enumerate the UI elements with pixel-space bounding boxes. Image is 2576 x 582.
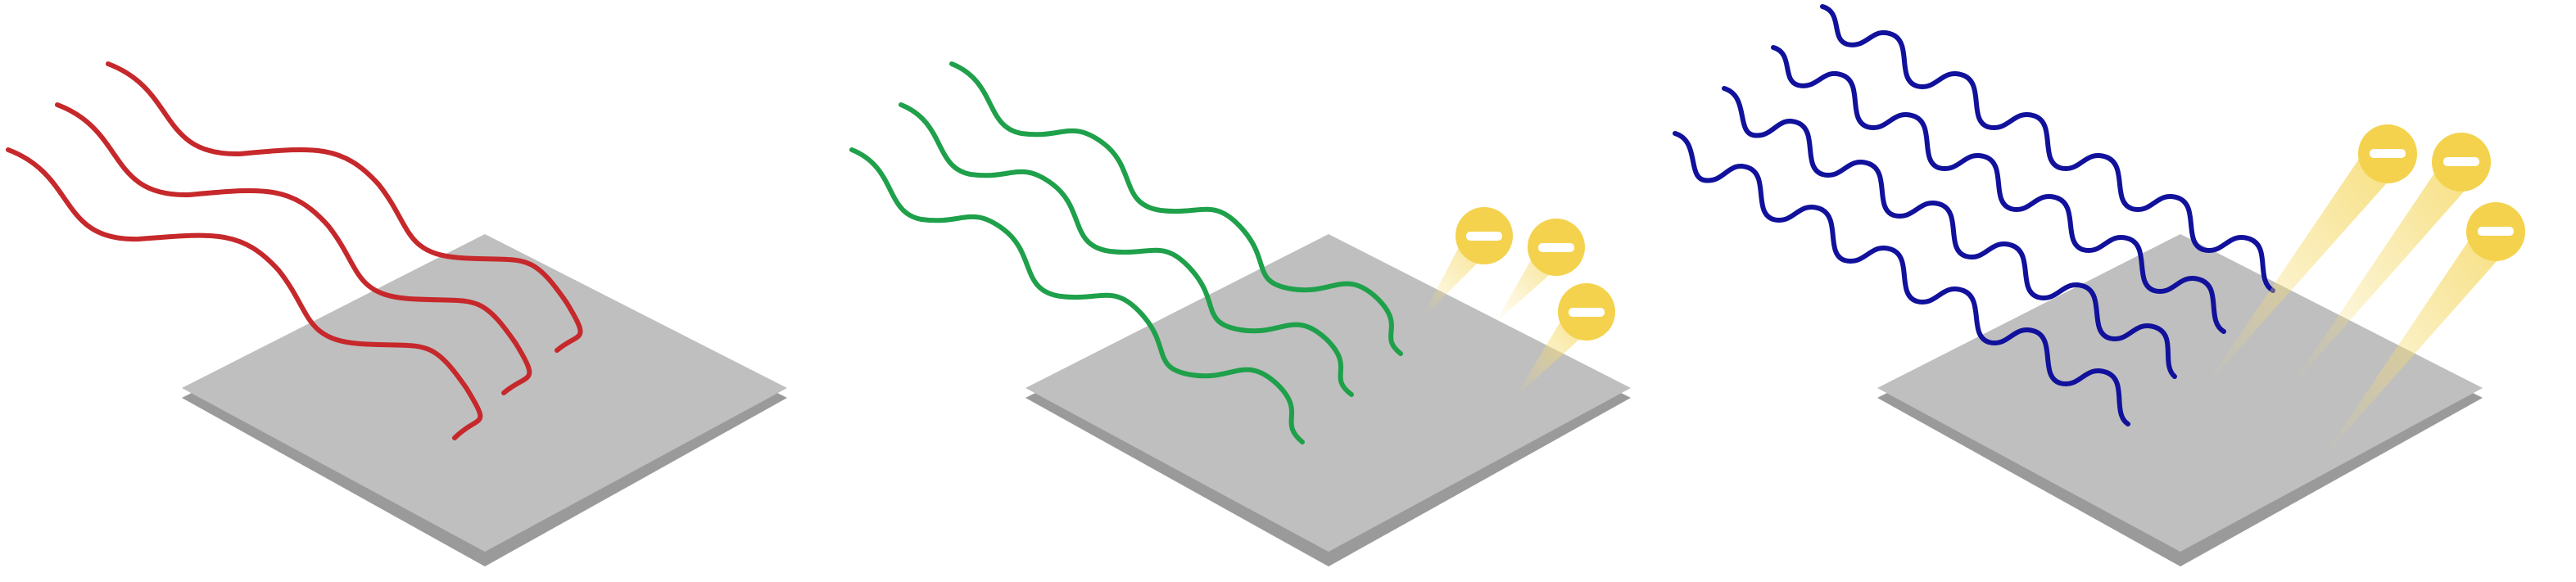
red-wave [106, 61, 583, 353]
electron-trail [2322, 221, 2510, 458]
green-wave [949, 61, 1403, 356]
minus-sign [1538, 243, 1574, 252]
metal-plate [1025, 234, 1631, 566]
electron [2322, 202, 2525, 458]
plate-top [1025, 234, 1631, 552]
green-light-panel [849, 61, 1631, 566]
minus-sign [2478, 227, 2514, 236]
red-waves [6, 61, 583, 440]
electron [1515, 283, 1615, 397]
emitted-electrons [2203, 124, 2525, 458]
minus-sign [2370, 149, 2406, 158]
minus-sign [1466, 232, 1502, 241]
minus-sign [2443, 157, 2479, 166]
plate-top [182, 234, 787, 552]
metal-plate [182, 234, 787, 566]
blue-waves [1673, 4, 2275, 426]
green-wave [849, 147, 1305, 444]
minus-sign [1569, 308, 1605, 317]
metal-plate [1877, 234, 2483, 566]
electron [1495, 219, 1585, 323]
electron [2289, 133, 2491, 389]
emitted-electrons [1421, 207, 1615, 397]
green-waves [849, 61, 1403, 444]
plate-top [1877, 234, 2483, 552]
red-wave [55, 102, 532, 395]
green-wave [899, 102, 1354, 397]
electron [1421, 207, 1513, 319]
blue-wave [1771, 45, 2226, 334]
electron-trail [2203, 141, 2404, 389]
red-wave [6, 147, 483, 440]
electron [2203, 124, 2417, 389]
blue-wave [1722, 86, 2177, 379]
red-light-panel [6, 61, 787, 566]
blue-wave [1673, 131, 2130, 426]
blue-wave [1820, 4, 2275, 293]
electron-trail [2289, 151, 2478, 389]
blue-light-panel [1673, 4, 2525, 566]
